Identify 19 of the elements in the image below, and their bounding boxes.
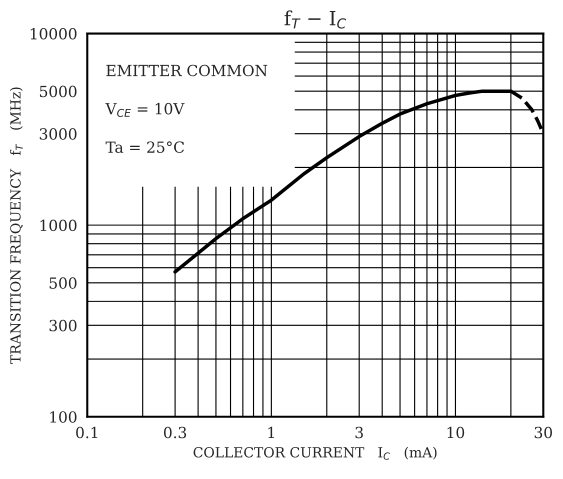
text: TRANSITION FREQUENCY f$_{T}$ (MHz) (10, 87, 23, 364)
x-tick-label: 0.3 (164, 426, 186, 438)
y-tick-label: 500 (50, 277, 77, 289)
chart-title: f$_{T}$ − I$_{C}$ (284, 10, 346, 29)
annotation: EMITTER COMMON (106, 64, 268, 76)
annotation: Ta = 25°C (106, 141, 184, 153)
x-tick-label: 3 (356, 426, 363, 438)
x-tick-label: 30 (534, 426, 552, 438)
x-tick-label: 0.1 (76, 426, 98, 438)
y-tick-label: 10000 (30, 28, 77, 40)
y-tick-label: 3000 (40, 128, 77, 140)
x-tick-label: 1 (268, 426, 274, 438)
y-tick-label: 300 (50, 320, 77, 332)
x-tick-label: 10 (448, 426, 464, 438)
y-tick-label: 1000 (40, 220, 77, 232)
annotation: V$_{CE}$ = 10V (105, 102, 185, 117)
text: COLLECTOR CURRENT I$_{C}$ (mA) (194, 446, 437, 460)
y-tick-label: 5000 (40, 86, 77, 98)
y-tick-label: 100 (50, 411, 77, 423)
